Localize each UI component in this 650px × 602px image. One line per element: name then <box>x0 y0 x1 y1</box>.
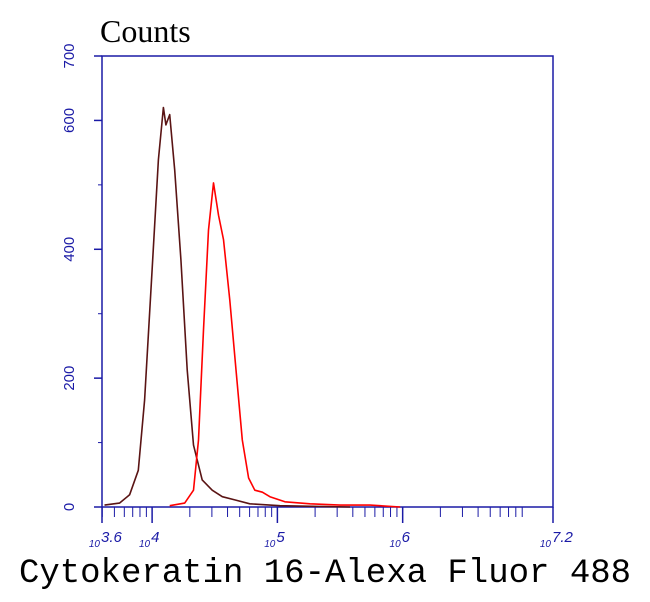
x-tick-exponent: 6 <box>402 529 411 546</box>
histogram-line <box>169 182 401 508</box>
x-axis-label: Cytokeratin 16-Alexa Fluor 488 <box>19 555 631 593</box>
y-tick-label: 200 <box>61 366 78 391</box>
y-tick-label: 600 <box>61 108 78 133</box>
x-tick-base: 10 <box>139 539 151 550</box>
chart-title: Counts <box>100 13 191 49</box>
x-tick-label: 10 7.2 <box>540 529 574 550</box>
x-tick-base: 10 <box>540 539 552 550</box>
x-tick-exponent: 5 <box>276 529 285 546</box>
x-tick-label: 10 5 <box>264 529 285 550</box>
y-tick-label: 0 <box>61 503 78 511</box>
x-tick-base: 10 <box>89 539 101 550</box>
x-tick-exponent: 4 <box>151 529 159 546</box>
y-tick-label: 700 <box>61 43 78 68</box>
plot-frame <box>101 55 554 508</box>
x-tick-label: 10 3.6 <box>89 529 123 550</box>
y-tick-label: 400 <box>61 237 78 262</box>
x-tick-base: 10 <box>390 539 402 550</box>
x-tick-label: 10 6 <box>390 529 411 550</box>
x-tick-exponent: 7.2 <box>552 529 574 546</box>
x-tick-exponent: 3.6 <box>101 529 123 546</box>
histogram-line <box>104 106 351 508</box>
x-tick-base: 10 <box>264 539 276 550</box>
x-tick-label: 10 4 <box>139 529 159 550</box>
